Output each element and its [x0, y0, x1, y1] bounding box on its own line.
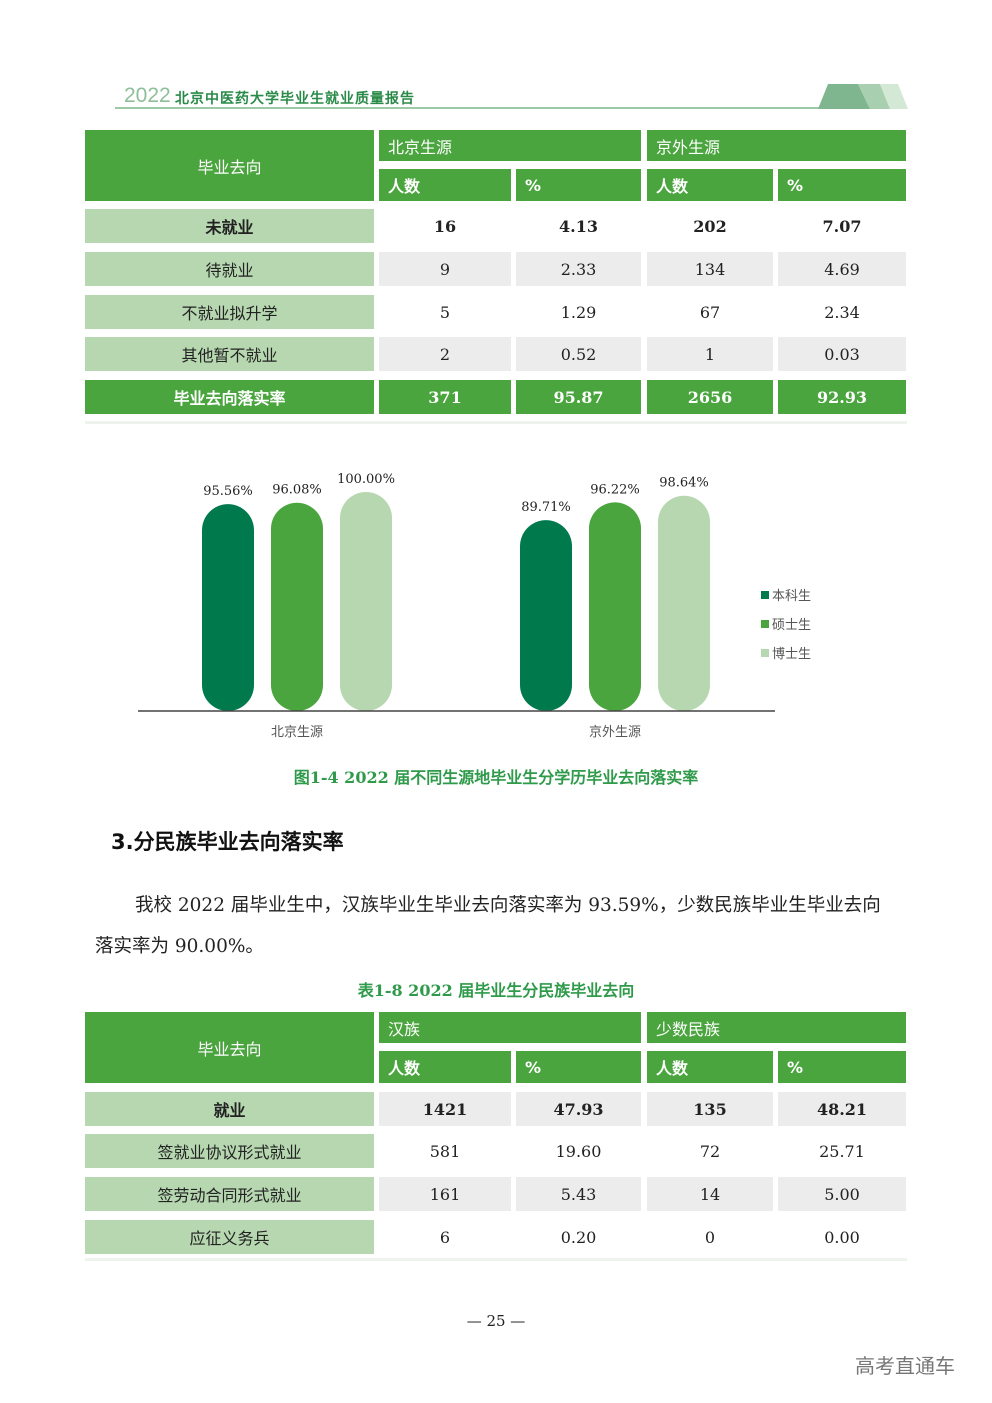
table-cell: 5.43 [516, 1177, 641, 1211]
section-heading: 3.分民族毕业去向落实率 [111, 830, 344, 854]
table-cell: 135 [647, 1092, 773, 1126]
legend-swatch [761, 619, 769, 628]
table-cell: 2.33 [516, 252, 641, 286]
table-corner-header: 毕业去向 [85, 1012, 374, 1083]
table-cell: 4.69 [778, 252, 906, 286]
legend-item-master: 硕士生 [761, 614, 811, 633]
row-label: 毕业去向落实率 [85, 380, 374, 414]
table-cell: 1.29 [560, 302, 597, 322]
subcolumn-header: % [778, 169, 906, 201]
subcolumn-header: 人数 [647, 1051, 773, 1083]
group-header: 少数民族 [647, 1012, 906, 1043]
table-cell: 134 [647, 252, 773, 286]
table-cell: 1 [647, 337, 773, 371]
table-cell: 161 [379, 1177, 511, 1211]
page-number: — 25 — [466, 1312, 526, 1330]
table-cell: 371 [379, 380, 511, 414]
table-cell: 19.60 [555, 1141, 602, 1161]
data-label: 98.64% [659, 476, 709, 491]
table-cell: 92.93 [778, 380, 906, 414]
table-cell: 202 [693, 216, 727, 236]
group-header: 北京生源 [379, 130, 641, 161]
table-cell: 2656 [647, 380, 773, 414]
table-cell: 14 [647, 1177, 773, 1211]
row-label: 不就业拟升学 [85, 295, 374, 329]
data-label: 96.22% [590, 482, 640, 497]
table-cell: 4.13 [559, 216, 598, 236]
table-cell: 0.52 [516, 337, 641, 371]
data-label: 100.00% [337, 472, 395, 487]
legend-item-doctor: 博士生 [761, 643, 811, 662]
row-label: 签就业协议形式就业 [85, 1134, 374, 1168]
section-paragraph: 我校 2022 届毕业生中，汉族毕业生毕业去向落实率为 93.59%，少数民族毕… [95, 895, 881, 957]
table-cell: 0.20 [560, 1227, 597, 1247]
header-title: 北京中医药大学毕业生就业质量报告 [175, 91, 415, 107]
bar [340, 492, 392, 711]
subcolumn-header: % [516, 169, 641, 201]
subcolumn-header: % [516, 1051, 641, 1083]
table-cell: 2 [379, 337, 511, 371]
legend-label: 本科生 [772, 589, 812, 604]
subcolumn-header: 人数 [647, 169, 773, 201]
bar [589, 502, 641, 711]
group-header: 汉族 [379, 1012, 641, 1043]
table-corner-header: 毕业去向 [85, 130, 374, 201]
header-year: 2022 [124, 84, 171, 107]
table-bottom-rule [85, 1258, 907, 1261]
table-cell: 0 [704, 1227, 716, 1247]
bar [271, 502, 323, 711]
table-cell: 9 [379, 252, 511, 286]
table-cell: 0.03 [778, 337, 906, 371]
legend-swatch [761, 590, 769, 599]
data-label: 96.08% [272, 483, 322, 498]
row-label: 签劳动合同形式就业 [85, 1177, 374, 1211]
bar [658, 495, 710, 711]
table-cell: 25.71 [819, 1141, 865, 1161]
data-label: 95.56% [203, 484, 253, 499]
table-cell: 2.34 [824, 302, 860, 322]
bar-chart: 95.56% 89.71% 96.08% 96.22% 100.00% 98.64% 北京生… [138, 472, 775, 740]
legend-label: 博士生 [772, 647, 812, 662]
header-rule [115, 107, 905, 109]
row-label: 就业 [85, 1092, 374, 1126]
table-cell: 48.21 [778, 1092, 906, 1126]
bar [520, 520, 572, 711]
table-bottom-rule [85, 421, 907, 424]
figure-caption: 图1-4 2022 届不同生源地毕业生分学历毕业去向落实率 [293, 768, 699, 787]
subcolumn-header: 人数 [379, 169, 511, 201]
table-caption: 表1-8 2022 届毕业生分民族毕业去向 [357, 981, 635, 1000]
table-cell: 47.93 [516, 1092, 641, 1126]
table-cell: 72 [699, 1141, 721, 1161]
legend-label: 硕士生 [772, 618, 812, 633]
group-header: 京外生源 [647, 130, 906, 161]
row-label: 其他暂不就业 [85, 337, 374, 371]
x-tick-label: 北京生源 [271, 725, 323, 740]
table-cell: 16 [433, 216, 457, 236]
legend-item-undergrad: 本科生 [761, 585, 811, 604]
row-label: 未就业 [85, 209, 374, 243]
legend-swatch [761, 648, 769, 657]
table-cell: 0.00 [824, 1227, 860, 1247]
table-cell: 7.07 [822, 216, 862, 236]
data-label: 89.71% [521, 500, 571, 515]
table-cell: 6 [439, 1227, 451, 1247]
table-cell: 67 [699, 302, 721, 322]
x-tick-label: 京外生源 [589, 725, 641, 740]
row-label: 待就业 [85, 252, 374, 286]
header-decoration [818, 84, 908, 109]
subcolumn-header: % [778, 1051, 906, 1083]
watermark: 高考直通车 [855, 1354, 955, 1378]
table-cell: 5 [439, 302, 451, 322]
subcolumn-header: 人数 [379, 1051, 511, 1083]
table-cell: 5.00 [778, 1177, 906, 1211]
bar [202, 504, 254, 711]
table-cell: 581 [429, 1141, 461, 1161]
table-cell: 95.87 [516, 380, 641, 414]
row-label: 应征义务兵 [85, 1220, 374, 1254]
table-cell: 1421 [379, 1092, 511, 1126]
